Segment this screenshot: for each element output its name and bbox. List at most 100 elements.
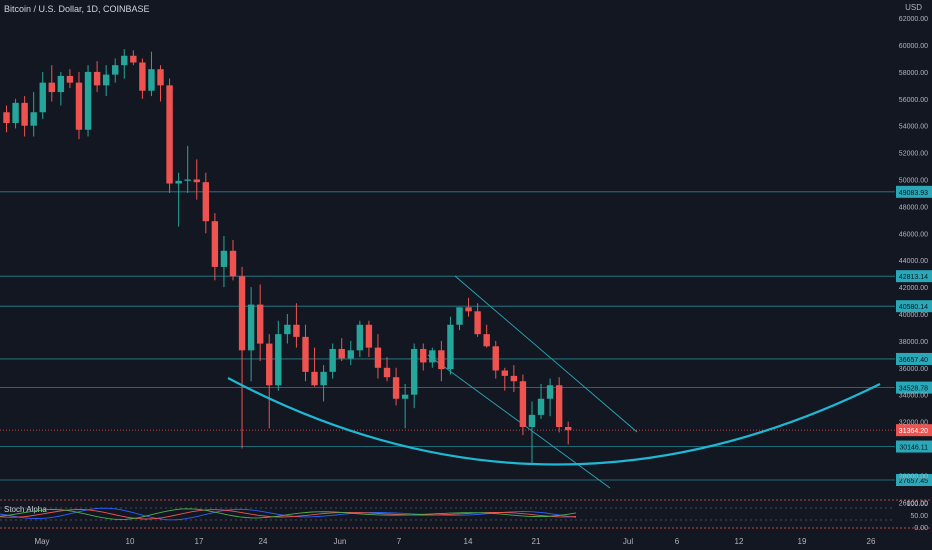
price-tick-label: 34000.00 [899,393,928,400]
stoch-line [0,508,577,520]
candle-body [383,367,391,378]
candle-body [411,348,418,395]
candle-body [130,55,137,63]
candle-body [555,385,563,427]
candle-body [347,350,354,359]
candle-body [374,347,382,368]
chart-title: Bitcoin / U.S. Dollar, 1D, COINBASE [4,4,150,14]
candle-body [48,82,55,93]
candle-body [238,276,246,351]
price-tick-label: 58000.00 [899,70,928,77]
candle-body [492,346,499,371]
date-tick-label: 7 [397,537,402,546]
candle-body [519,381,527,427]
candle-body [12,102,19,124]
level-badge-label: 30146.11 [899,445,928,452]
candle-body [438,350,445,370]
candle-body [175,180,182,184]
price-tick-label: 32000.00 [899,420,928,427]
level-badge [896,352,932,365]
descending-channel[interactable] [427,275,638,489]
arc-curve [227,377,881,466]
candle-body [166,85,173,184]
level-badge [896,300,932,313]
price-tick-label: 62000.00 [899,16,928,23]
candle-body [447,324,454,370]
candle-body [211,221,219,267]
level-badge-label: 40580.14 [899,304,928,311]
price-tick-label: 26000.00 [899,500,928,507]
date-tick-label: 24 [259,537,268,546]
candle-body [66,75,74,83]
price-tick-label: 52000.00 [899,151,928,158]
candle-body [329,348,336,372]
candle-body [565,426,572,431]
level-badge-label: 49083.93 [899,190,928,197]
price-tick-label: 60000.00 [899,43,928,50]
candle-body [510,375,518,382]
candle-body [229,250,237,277]
price-axis[interactable]: 62000.00 60000.00 58000.00 56000.00 54000.00… [899,16,928,507]
currency-label: USD [905,3,922,12]
candle-body [184,179,191,181]
candle-body [157,69,164,86]
candle-body [75,82,83,130]
price-tick-label: 50000.00 [899,178,928,185]
candle-body [465,307,472,312]
date-tick-label: Jun [334,537,347,546]
candle-body [546,385,554,399]
indicator-title[interactable]: Stoch Alpha [4,505,47,514]
level-badge-label: 42813.14 [899,274,928,281]
price-tick-label: 36000.00 [899,366,928,373]
candles[interactable] [3,49,572,465]
candle-body [311,371,318,386]
price-tick-label: 40000.00 [899,312,928,319]
date-tick-label: 17 [195,537,204,546]
candle-body [456,307,463,325]
candle-body [202,182,210,222]
candle-body [420,348,427,363]
date-tick-label: 21 [532,537,541,546]
level-badge [896,185,932,198]
level-badge [896,270,932,283]
price-tick-label: 38000.00 [899,339,928,346]
horizontal-levels[interactable]: 49083.93 42813.14 40580.14 36657.40 34528.78… [0,185,932,487]
candle-body [474,311,481,335]
candle-body [501,370,508,376]
price-tick-label: 48000.00 [899,204,928,211]
stoch-tick-label: 100.00 [907,501,929,508]
candle-body [256,304,264,344]
candle-body [392,377,400,399]
current-price-badge [896,424,932,437]
candle-body [57,75,65,93]
price-tick-label: 42000.00 [899,285,928,292]
date-axis[interactable]: May 10 17 24 Jun 7 14 21 Jul 6 12 19 26 [34,537,876,546]
stoch-line [0,507,577,521]
candle-body [338,348,345,359]
level-badge [896,381,932,394]
candle-body [3,112,10,124]
channel-lower-line [427,354,611,489]
candle-body [528,414,536,427]
price-tick-label: 54000.00 [899,124,928,131]
candle-body [139,62,146,91]
candle-body [102,74,110,86]
candle-body [293,324,300,337]
level-badge [896,474,932,487]
candle-body [30,112,37,126]
price-tick-label: 44000.00 [899,258,928,265]
candle-body [193,179,200,183]
date-tick-label: 14 [464,537,473,546]
level-badge-label: 34528.78 [899,386,928,393]
date-tick-label: 26 [867,537,876,546]
candle-body [112,65,119,75]
level-badge-label: 27657.45 [899,478,928,485]
candle-body [365,324,373,348]
stoch-tick-label: 50.00 [910,513,928,520]
current-price-label: 31364.20 [899,428,928,435]
level-badge-label: 36657.40 [899,357,928,364]
candle-body [401,394,409,399]
candle-body [537,398,545,415]
rounded-bottom-arc[interactable] [227,377,881,466]
